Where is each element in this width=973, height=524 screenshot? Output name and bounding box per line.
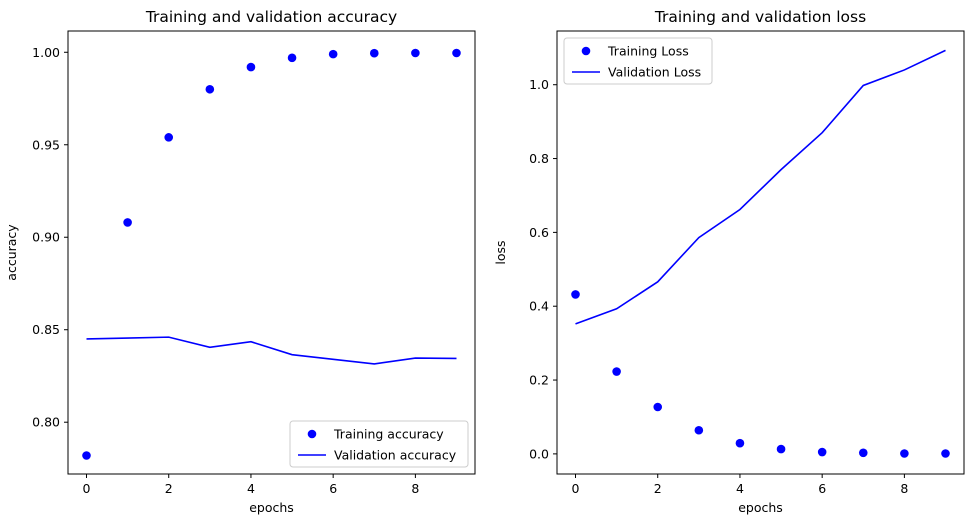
y-tick-label: 0.0 <box>529 446 549 461</box>
loss-subplot: Training and validation loss 0 2 4 6 8 0.0 0.2 0… <box>493 8 965 515</box>
x-tick-label: 8 <box>900 481 908 496</box>
chart-title: Training and validation accuracy <box>145 8 397 26</box>
y-tick-label: 0.80 <box>32 415 60 430</box>
data-point <box>735 438 745 448</box>
legend-box <box>289 420 469 468</box>
series-line <box>575 49 946 325</box>
y-tick-label: 0.95 <box>32 137 60 152</box>
data-point <box>817 447 827 457</box>
data-point <box>205 84 215 94</box>
data-point <box>328 49 338 59</box>
x-axis-label: epochs <box>738 500 783 515</box>
data-point <box>123 218 132 227</box>
data-point <box>369 48 379 58</box>
x-tick-label: 0 <box>572 481 580 496</box>
chart-title: Training and validation loss <box>654 8 866 26</box>
y-tick-label: 0.90 <box>32 230 60 245</box>
axes-frame <box>67 30 476 475</box>
y-axis-label: accuracy <box>4 224 19 281</box>
series-line <box>86 336 457 365</box>
y-tick-label: 0.4 <box>529 299 549 314</box>
y-tick-label: 1.0 <box>529 77 549 92</box>
legend-entry: Training Loss <box>607 44 689 59</box>
data-point <box>164 133 174 142</box>
y-tick-label: 0.2 <box>529 373 549 388</box>
data-point <box>452 48 461 58</box>
y-tick-label: 0.8 <box>529 151 549 166</box>
y-axis-label: loss <box>493 240 508 264</box>
y-tick-label: 1.00 <box>32 45 60 60</box>
x-tick-label: 2 <box>654 481 662 496</box>
x-tick-label: 2 <box>165 481 173 496</box>
x-axis-label: epochs <box>249 500 294 515</box>
data-point <box>694 425 704 435</box>
x-tick-label: 4 <box>736 481 744 496</box>
legend-point-swatch <box>581 46 591 56</box>
y-tick-label: 0.85 <box>32 322 60 337</box>
data-point <box>82 451 91 460</box>
axes-frame <box>556 30 965 475</box>
x-tick-label: 6 <box>818 481 826 496</box>
data-point <box>612 367 621 376</box>
data-point <box>571 290 580 299</box>
accuracy-subplot: Training and validation accuracy 0 2 4 6 8 0.8… <box>4 8 476 515</box>
legend-entry: Validation Loss <box>608 65 701 80</box>
data-point <box>246 62 256 72</box>
x-tick-label: 4 <box>247 481 255 496</box>
data-point <box>858 448 868 458</box>
data-point <box>287 53 297 63</box>
data-point <box>411 48 420 58</box>
legend-point-swatch <box>307 429 317 439</box>
x-tick-label: 8 <box>411 481 419 496</box>
data-point <box>941 449 950 458</box>
x-tick-label: 6 <box>329 481 337 496</box>
legend-entry: Validation accuracy <box>334 448 457 463</box>
legend: Training accuracy Validation accuracy <box>289 420 469 468</box>
legend: Training Loss Validation Loss <box>563 37 713 85</box>
data-point <box>900 449 909 458</box>
data-point <box>653 402 663 412</box>
legend-entry: Training accuracy <box>333 427 444 442</box>
data-point <box>776 444 786 454</box>
y-tick-label: 0.6 <box>529 225 549 240</box>
x-tick-label: 0 <box>83 481 91 496</box>
legend-box <box>563 37 713 85</box>
